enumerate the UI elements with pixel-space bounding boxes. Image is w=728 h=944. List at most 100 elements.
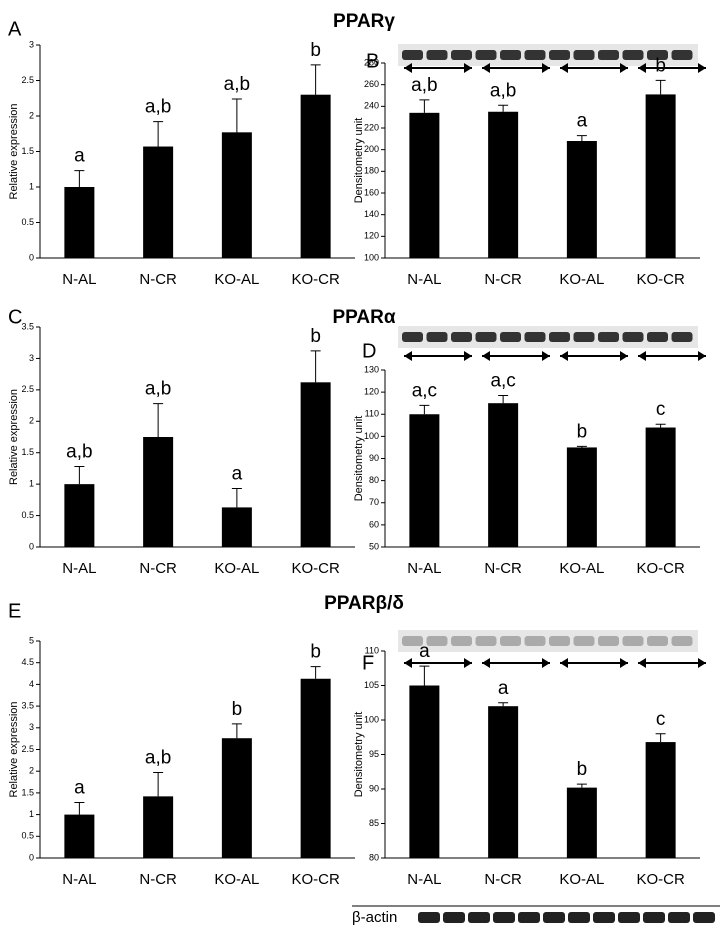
x-tick-label: N-AL bbox=[407, 271, 441, 288]
y-tick-label: 95 bbox=[369, 749, 379, 759]
y-tick-label: 220 bbox=[364, 122, 379, 132]
x-tick-label: N-CR bbox=[484, 560, 522, 577]
y-tick-label: 105 bbox=[364, 680, 379, 690]
blot-band bbox=[622, 50, 644, 60]
blot-band bbox=[598, 636, 619, 646]
y-tick-label: 3 bbox=[29, 722, 34, 732]
panel-label: C bbox=[8, 306, 22, 328]
x-tick-label: KO-CR bbox=[636, 271, 685, 288]
error-bar bbox=[498, 702, 509, 707]
blot-band bbox=[647, 50, 668, 60]
significance-letter: a bbox=[74, 777, 85, 798]
bar bbox=[221, 738, 252, 858]
blot-strip bbox=[398, 44, 698, 66]
y-tick-label: 130 bbox=[364, 364, 379, 374]
y-tick-label: 110 bbox=[365, 409, 379, 419]
arrow-head bbox=[560, 351, 628, 361]
bar bbox=[300, 94, 331, 258]
blot-band bbox=[668, 912, 690, 923]
blot-band bbox=[524, 636, 546, 646]
blot-band bbox=[573, 332, 595, 342]
blot-band bbox=[451, 50, 472, 60]
y-tick-label: 3.5 bbox=[21, 700, 34, 710]
y-tick-label: 0.5 bbox=[21, 217, 34, 227]
x-tick-label: KO-CR bbox=[291, 271, 340, 288]
y-tick-label: 90 bbox=[369, 783, 379, 793]
error-bar bbox=[231, 488, 242, 508]
arrow-head bbox=[638, 351, 706, 361]
y-tick-label: 0 bbox=[29, 852, 34, 862]
loading-label: β-actin bbox=[352, 909, 397, 926]
y-tick-label: 260 bbox=[364, 79, 379, 89]
x-tick-label: N-AL bbox=[407, 871, 441, 888]
x-tick-label: N-CR bbox=[139, 271, 177, 288]
blot-band bbox=[598, 332, 619, 342]
y-tick-label: 90 bbox=[369, 453, 379, 463]
significance-letter: b bbox=[232, 699, 243, 720]
x-tick-label: N-AL bbox=[407, 560, 441, 577]
y-tick-label: 2.5 bbox=[21, 744, 34, 754]
blot-band bbox=[402, 636, 423, 646]
y-tick-label: 100 bbox=[364, 431, 379, 441]
y-tick-label: 4.5 bbox=[21, 657, 34, 667]
error-bar bbox=[576, 135, 587, 141]
significance-letter: b bbox=[310, 40, 321, 61]
y-tick-label: 1.5 bbox=[21, 146, 34, 156]
y-tick-label: 3 bbox=[29, 353, 34, 363]
blot-band bbox=[402, 332, 423, 342]
bar bbox=[409, 414, 440, 547]
significance-letter: a bbox=[577, 111, 588, 132]
y-tick-label: 50 bbox=[369, 541, 379, 551]
arrow-head bbox=[560, 63, 628, 73]
y-tick-label: 80 bbox=[369, 852, 379, 862]
error-bar bbox=[74, 170, 85, 187]
x-tick-label: KO-CR bbox=[291, 560, 340, 577]
x-tick-label: N-AL bbox=[62, 560, 96, 577]
x-tick-label: N-AL bbox=[62, 871, 96, 888]
error-bar bbox=[655, 423, 666, 428]
x-tick-label: N-CR bbox=[139, 871, 177, 888]
x-tick-label: KO-AL bbox=[559, 871, 604, 888]
y-tick-label: 240 bbox=[364, 101, 379, 111]
blot-band bbox=[622, 332, 644, 342]
blot-band bbox=[647, 636, 668, 646]
blot-band bbox=[568, 912, 590, 923]
y-axis-title: Densitometry unit bbox=[353, 118, 365, 204]
significance-letter: a bbox=[74, 146, 85, 167]
significance-letter: b bbox=[577, 759, 588, 780]
blot-band bbox=[622, 636, 644, 646]
x-tick-label: N-CR bbox=[484, 271, 522, 288]
significance-letter: a,b bbox=[224, 74, 250, 95]
y-tick-label: 1 bbox=[29, 479, 34, 489]
x-tick-label: N-CR bbox=[139, 560, 177, 577]
blot-band bbox=[671, 50, 693, 60]
y-tick-label: 0.5 bbox=[21, 510, 34, 520]
panel-label: D bbox=[362, 340, 376, 362]
arrow-head bbox=[482, 658, 550, 668]
panel-label: E bbox=[8, 600, 21, 622]
error-bar bbox=[310, 350, 321, 383]
blot-band bbox=[418, 912, 440, 923]
bar bbox=[488, 706, 519, 858]
blot-band bbox=[573, 636, 595, 646]
blot-band bbox=[593, 912, 615, 923]
x-tick-label: KO-AL bbox=[214, 271, 259, 288]
error-bar bbox=[310, 64, 321, 95]
significance-letter: b bbox=[310, 326, 321, 347]
blot-strip bbox=[398, 326, 698, 348]
y-tick-label: 200 bbox=[364, 144, 379, 154]
blot-band bbox=[643, 912, 665, 923]
y-tick-label: 2 bbox=[29, 110, 34, 120]
y-axis-title: Relative expression bbox=[8, 702, 20, 798]
y-tick-label: 3 bbox=[29, 39, 34, 49]
blot-band bbox=[500, 50, 521, 60]
error-bar bbox=[231, 98, 242, 133]
y-tick-label: 60 bbox=[369, 519, 379, 529]
significance-letter: a bbox=[498, 678, 509, 699]
heading: PPARγ bbox=[333, 11, 395, 32]
y-axis-title: Relative expression bbox=[8, 389, 20, 485]
blot-band bbox=[426, 332, 448, 342]
significance-letter: a,b bbox=[411, 75, 437, 96]
significance-letter: a,c bbox=[490, 370, 515, 391]
blot-band bbox=[451, 332, 472, 342]
